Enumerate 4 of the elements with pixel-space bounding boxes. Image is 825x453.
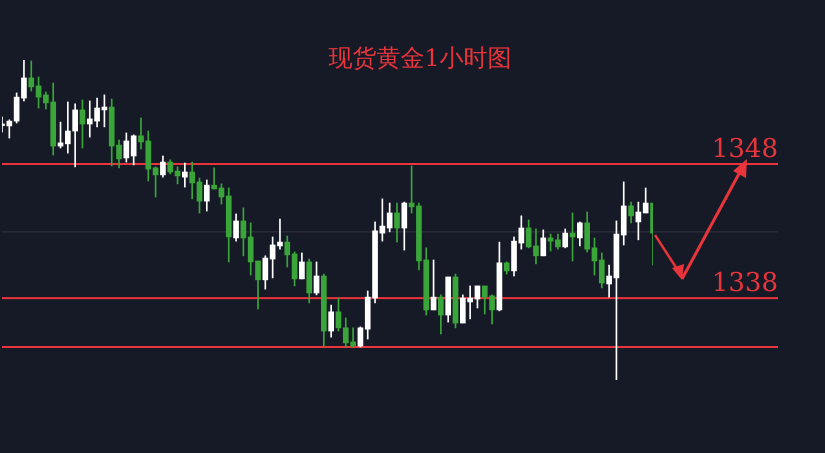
annotation: 1338 — [712, 268, 778, 298]
chart-title: 现货黄金1小时图 — [328, 44, 512, 72]
annotation: 1348 — [712, 134, 778, 164]
candlestick — [570, 212, 576, 262]
